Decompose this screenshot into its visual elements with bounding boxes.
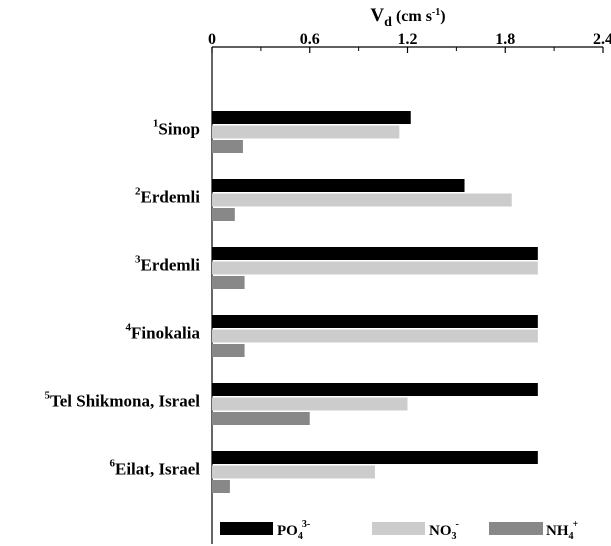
- category-label: 4Finokalia: [126, 322, 201, 343]
- category-label: 6Eilat, Israel: [110, 458, 201, 479]
- x-tick-label: 1.8: [495, 31, 515, 48]
- legend-label: NO3-: [429, 519, 459, 542]
- bar-no3: [212, 397, 408, 411]
- x-tick-label: 0.6: [300, 31, 320, 48]
- category-label: 5Tel Shikmona, Israel: [44, 390, 200, 411]
- bar-po4: [212, 451, 538, 464]
- bar-no3: [212, 261, 538, 275]
- bar-po4: [212, 179, 465, 192]
- legend-swatch: [489, 522, 543, 535]
- category-labels: 1Sinop 2Erdemli 3Erdemli 4Finokalia 5Tel Shi…: [44, 118, 200, 479]
- legend-swatch: [372, 522, 425, 535]
- x-tick-label: 1.2: [398, 31, 418, 48]
- bar-no3: [212, 329, 538, 343]
- bar-po4: [212, 111, 411, 124]
- legend-swatch: [220, 522, 273, 535]
- bar-po4: [212, 315, 538, 328]
- bar-nh4: [212, 208, 235, 221]
- legend-label: PO43-: [277, 519, 310, 542]
- bar-po4: [212, 383, 538, 396]
- bar-po4: [212, 247, 538, 260]
- category-label: 2Erdemli: [135, 186, 200, 207]
- legend-label: NH4+: [546, 519, 579, 542]
- bar-no3: [212, 125, 400, 139]
- legend: PO43- NO3- NH4+: [220, 519, 579, 542]
- bar-nh4: [212, 140, 243, 153]
- bar-no3: [212, 465, 375, 479]
- bar-nh4: [212, 480, 230, 493]
- bar-nh4: [212, 412, 310, 425]
- bar-no3: [212, 193, 512, 207]
- bars: [212, 111, 538, 493]
- x-tick-label: 0: [208, 31, 216, 48]
- bar-nh4: [212, 276, 245, 289]
- x-axis-title: Vd (cm s-1): [370, 5, 445, 30]
- category-label: 1Sinop: [153, 118, 200, 139]
- x-axis-label: Vd (cm s-1): [370, 5, 445, 30]
- bar-nh4: [212, 344, 245, 357]
- category-label: 3Erdemli: [135, 254, 200, 275]
- x-tick-label: 2.4: [593, 31, 611, 48]
